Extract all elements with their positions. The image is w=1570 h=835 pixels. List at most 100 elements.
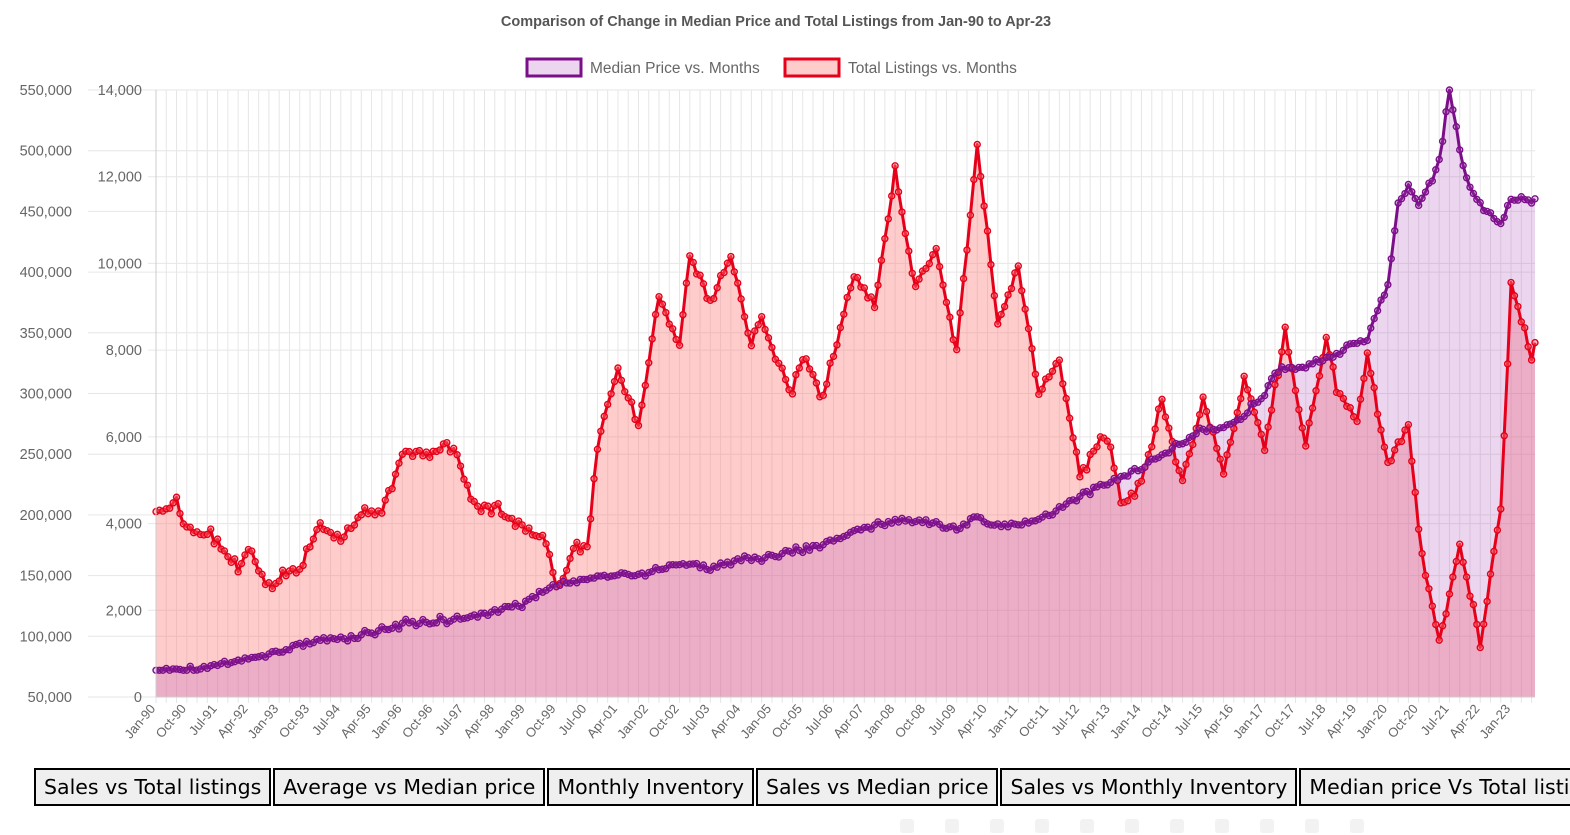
data-point	[651, 310, 660, 319]
data-point	[1175, 466, 1183, 475]
data-point	[1449, 573, 1457, 581]
x-tick-label: Oct-20	[1384, 701, 1421, 741]
data-point	[1038, 385, 1046, 393]
data-point	[867, 293, 875, 301]
data-point	[343, 637, 352, 645]
y-left-tick-label: 100,000	[20, 629, 72, 645]
data-point	[422, 448, 431, 456]
tab-sales-vs-median-price[interactable]: Sales vs Median price	[755, 768, 999, 806]
data-point	[1267, 374, 1276, 383]
data-point	[781, 375, 790, 384]
data-point	[826, 359, 834, 367]
data-point	[925, 259, 934, 268]
data-point	[1521, 324, 1529, 332]
data-point	[1315, 372, 1324, 380]
data-point	[1264, 381, 1272, 390]
data-point	[740, 313, 749, 321]
x-tick-label: Apr-04	[707, 701, 744, 741]
y-left-tick-label: 150,000	[20, 569, 72, 585]
data-point	[1435, 636, 1443, 644]
x-tick-label: Jan-93	[244, 701, 281, 741]
tab-sales-vs-total-listings[interactable]: Sales vs Total listings	[34, 768, 272, 806]
data-point	[819, 391, 827, 400]
data-point	[569, 544, 578, 553]
x-tick-label: Jan-05	[737, 701, 774, 741]
data-point	[1233, 408, 1242, 417]
data-point	[1356, 395, 1365, 403]
x-tick-label: Jan-90	[121, 701, 158, 741]
data-point	[1363, 349, 1372, 357]
data-point	[532, 593, 540, 602]
data-point	[641, 381, 650, 390]
data-point	[1373, 410, 1382, 418]
data-point	[1148, 443, 1156, 451]
x-tick-label: Oct-11	[1015, 701, 1051, 740]
data-point	[1339, 346, 1348, 354]
data-point	[220, 547, 229, 555]
data-point	[1414, 525, 1423, 533]
legend-swatch	[783, 57, 841, 78]
data-point	[1151, 425, 1159, 433]
data-point	[1445, 590, 1454, 598]
tab-average-vs-median-price[interactable]: Average vs Median price	[273, 768, 546, 806]
data-point	[1432, 166, 1440, 174]
data-point	[456, 462, 465, 470]
data-point	[1182, 460, 1190, 469]
data-point	[799, 548, 807, 557]
data-point	[1497, 505, 1505, 513]
x-tick-label: Jan-20	[1353, 701, 1390, 741]
x-tick-label: Oct-90	[153, 701, 190, 741]
toolbar-icon	[1035, 819, 1049, 833]
y-right-tick-label: 6,000	[106, 430, 142, 446]
x-tick-label: Oct-93	[276, 701, 313, 741]
data-point	[1192, 430, 1200, 438]
data-point	[248, 547, 256, 555]
data-point	[1387, 255, 1395, 263]
data-point	[1442, 610, 1450, 618]
legend-label[interactable]: Median Price vs. Months	[590, 60, 760, 77]
data-point	[662, 308, 670, 317]
data-point	[333, 530, 342, 539]
data-point	[1237, 394, 1245, 403]
data-point	[833, 341, 841, 349]
legend-label[interactable]: Total Listings vs. Months	[848, 60, 1017, 77]
data-point	[908, 269, 916, 277]
data-point	[340, 533, 348, 541]
data-point	[576, 548, 585, 556]
data-point	[1404, 420, 1413, 429]
data-point	[1411, 488, 1419, 497]
data-point	[1445, 86, 1454, 94]
data-point	[1182, 438, 1190, 446]
data-point	[645, 359, 653, 367]
data-point	[877, 256, 886, 265]
data-point	[1384, 280, 1392, 289]
x-tick-label: Apr-13	[1076, 701, 1113, 741]
data-point	[1011, 269, 1019, 277]
data-point	[508, 514, 516, 523]
data-point	[391, 470, 400, 478]
data-point	[1158, 395, 1166, 404]
tab-monthly-inventory[interactable]: Monthly Inventory	[547, 768, 754, 806]
chart-tab-bar: Sales vs Total listings Average vs Media…	[34, 768, 1570, 806]
data-point	[265, 579, 273, 587]
data-point	[788, 549, 797, 557]
tab-median-price-vs-total-listings[interactable]: Median price Vs Total listings	[1299, 768, 1570, 806]
data-point	[426, 453, 434, 462]
data-point	[727, 252, 735, 261]
data-point	[812, 379, 821, 387]
data-point	[518, 521, 526, 529]
data-point	[874, 281, 882, 289]
toolbar-icon	[945, 819, 959, 833]
data-point	[723, 259, 732, 267]
data-point	[655, 292, 663, 301]
toolbar-icon	[1260, 819, 1274, 833]
data-point	[1059, 380, 1067, 388]
data-point	[1195, 410, 1204, 419]
data-point	[1500, 213, 1508, 222]
data-point	[792, 371, 800, 379]
data-point	[805, 365, 814, 373]
tab-sales-vs-monthly-inventory[interactable]: Sales vs Monthly Inventory	[1000, 768, 1298, 806]
data-point	[251, 557, 259, 566]
data-point	[1421, 571, 1430, 580]
data-point	[449, 444, 458, 453]
